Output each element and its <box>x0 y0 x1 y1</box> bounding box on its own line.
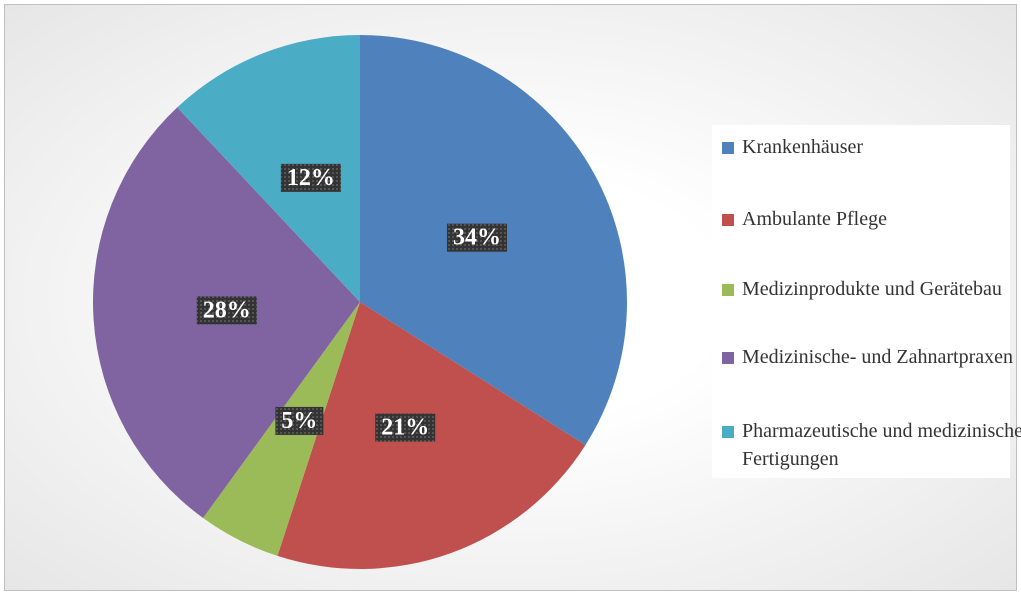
legend: Krankenhäuser Ambulante Pflege Medizinprod… <box>712 125 1021 478</box>
data-label: 5% <box>281 408 317 434</box>
legend-label: Medizinische- und Zahnartpraxen <box>742 346 1014 368</box>
data-label-box <box>375 413 436 442</box>
data-label: 28% <box>203 297 251 323</box>
legend-label: Krankenhäuser <box>742 136 864 158</box>
legend-entry: Pharmazeutische und medizinische Fertigu… <box>722 417 1021 473</box>
legend-entry: Krankenhäuser <box>722 133 1021 161</box>
legend-swatch <box>722 214 734 226</box>
legend-swatch <box>722 352 734 364</box>
pie-slice <box>177 35 360 302</box>
data-label: 21% <box>381 415 429 441</box>
legend-entry: Medizinprodukte und Gerätebau <box>722 275 1021 303</box>
legend-label: Pharmazeutische und medizinische Fertigu… <box>742 420 1021 470</box>
legend-swatch <box>722 142 734 154</box>
data-label-box <box>275 406 324 435</box>
legend-label: Medizinprodukte und Gerätebau <box>742 278 1002 300</box>
legend-entry: Medizinische- und Zahnartpraxen <box>722 343 1021 371</box>
data-label-box <box>280 163 341 192</box>
data-label-box <box>446 223 507 252</box>
legend-swatch <box>722 426 734 438</box>
legend-label: Ambulante Pflege <box>742 208 887 230</box>
legend-swatch <box>722 284 734 296</box>
data-label: 34% <box>453 225 501 251</box>
data-label-box <box>196 296 257 325</box>
legend-entry: Ambulante Pflege <box>722 205 1021 233</box>
data-label: 12% <box>287 165 335 191</box>
